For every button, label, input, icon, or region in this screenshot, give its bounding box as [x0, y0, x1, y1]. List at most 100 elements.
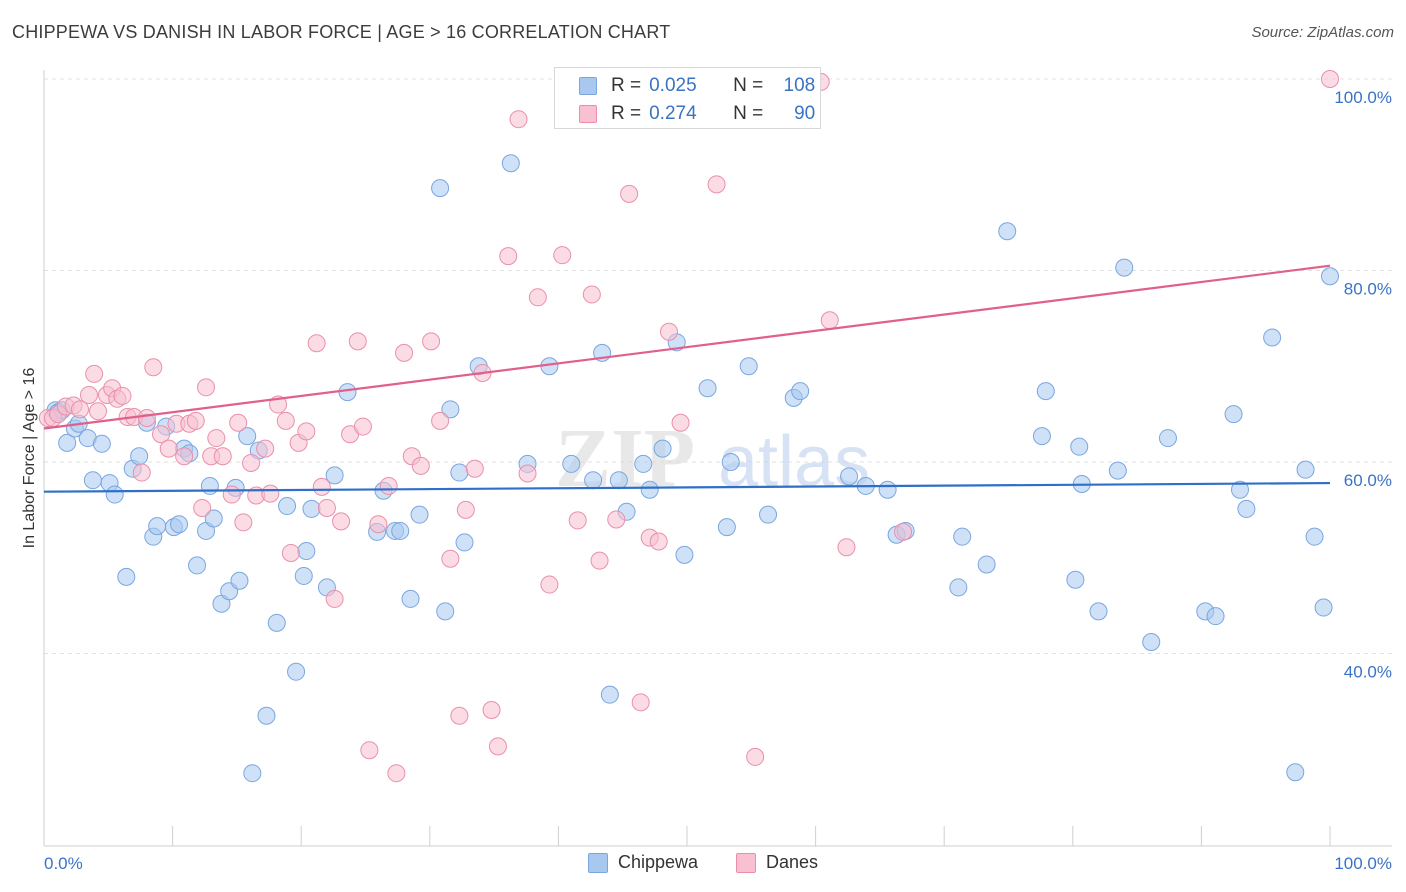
data-point	[949, 578, 968, 597]
data-point	[640, 480, 659, 499]
series-danes	[38, 70, 1339, 783]
chippewa-swatch	[579, 77, 597, 95]
data-point	[553, 246, 572, 265]
data-point	[411, 456, 430, 475]
data-point	[759, 505, 778, 524]
data-point	[197, 378, 216, 397]
data-point	[213, 447, 232, 466]
data-point	[325, 466, 344, 485]
r-label: R =	[611, 103, 642, 124]
data-point	[482, 700, 501, 719]
data-point	[401, 589, 420, 608]
data-point	[229, 413, 248, 432]
data-point	[739, 357, 758, 376]
data-point	[1230, 480, 1249, 499]
data-point	[1321, 267, 1339, 286]
data-point	[132, 463, 151, 482]
data-point	[332, 512, 351, 531]
data-point	[312, 477, 331, 496]
data-point	[230, 571, 249, 590]
data-point	[540, 575, 559, 594]
data-point	[144, 358, 163, 377]
data-point	[1305, 527, 1324, 546]
data-point	[222, 485, 241, 504]
data-point	[1158, 429, 1177, 448]
data-point	[441, 549, 460, 568]
data-point	[105, 485, 124, 504]
data-point	[631, 693, 650, 712]
data-point	[338, 383, 357, 402]
data-point	[634, 454, 653, 473]
data-point	[297, 542, 316, 561]
x-tick-label-max: 100.0%	[1334, 854, 1392, 873]
data-point	[387, 764, 406, 783]
data-point	[410, 505, 429, 524]
stats-legend: R = 0.025 N = 108 R = 0.274 N = 90	[554, 67, 821, 129]
series-legend: Chippewa Danes	[0, 852, 1406, 873]
data-point	[450, 706, 469, 725]
trend-lines	[43, 264, 1331, 493]
data-point	[317, 498, 336, 517]
data-point	[238, 427, 257, 446]
data-point	[977, 555, 996, 574]
data-point	[441, 400, 460, 419]
chippewa-legend-swatch	[587, 852, 608, 873]
y-tick-label: 60.0%	[1344, 471, 1392, 490]
data-point	[431, 179, 450, 198]
data-point	[607, 510, 626, 529]
data-point	[267, 613, 286, 632]
data-point	[455, 533, 474, 552]
y-tick-label: 100.0%	[1334, 88, 1392, 107]
data-point	[256, 439, 275, 458]
data-point	[1314, 598, 1333, 617]
data-point	[307, 334, 326, 353]
data-point	[83, 471, 102, 490]
data-point	[1032, 427, 1051, 446]
data-point	[894, 522, 913, 541]
data-point	[746, 747, 765, 766]
data-point	[436, 602, 455, 621]
data-point	[89, 402, 108, 421]
data-point	[953, 527, 972, 546]
data-point	[488, 737, 507, 756]
data-point	[137, 408, 156, 427]
data-point	[58, 433, 77, 452]
data-point	[148, 517, 167, 536]
data-point	[653, 439, 672, 458]
data-point	[193, 498, 212, 517]
n-value: 108	[783, 75, 816, 96]
data-point	[242, 453, 261, 472]
data-point	[1286, 763, 1305, 782]
legend-item-danes[interactable]: Danes	[736, 852, 818, 873]
n-value: 90	[794, 103, 816, 124]
data-point	[499, 247, 518, 266]
y-tick-labels: 40.0% 60.0% 80.0% 100.0%	[1334, 88, 1392, 682]
data-point	[717, 518, 736, 537]
data-point	[456, 500, 475, 519]
data-point	[278, 497, 297, 516]
data-point	[302, 499, 321, 518]
data-point	[820, 311, 839, 330]
n-label: N =	[733, 103, 764, 124]
data-point	[1224, 405, 1243, 424]
data-point	[360, 741, 379, 760]
x-ticks	[43, 826, 1331, 846]
source-label: Source: ZipAtlas.com	[1251, 24, 1394, 41]
data-point	[276, 411, 295, 430]
data-points	[38, 70, 1339, 783]
legend-item-chippewa[interactable]: Chippewa	[587, 852, 698, 873]
data-point	[353, 417, 372, 436]
data-point	[257, 706, 276, 725]
data-point	[204, 509, 223, 528]
r-label: R =	[611, 75, 642, 96]
data-point	[200, 476, 219, 495]
data-point	[1115, 258, 1134, 277]
r-value: 0.025	[649, 75, 697, 96]
data-point	[80, 385, 99, 404]
data-point	[518, 464, 537, 483]
data-point	[243, 764, 262, 783]
trend-line-danes	[43, 264, 1331, 430]
data-point	[562, 454, 581, 473]
data-point	[998, 222, 1017, 241]
data-point	[1206, 607, 1225, 626]
